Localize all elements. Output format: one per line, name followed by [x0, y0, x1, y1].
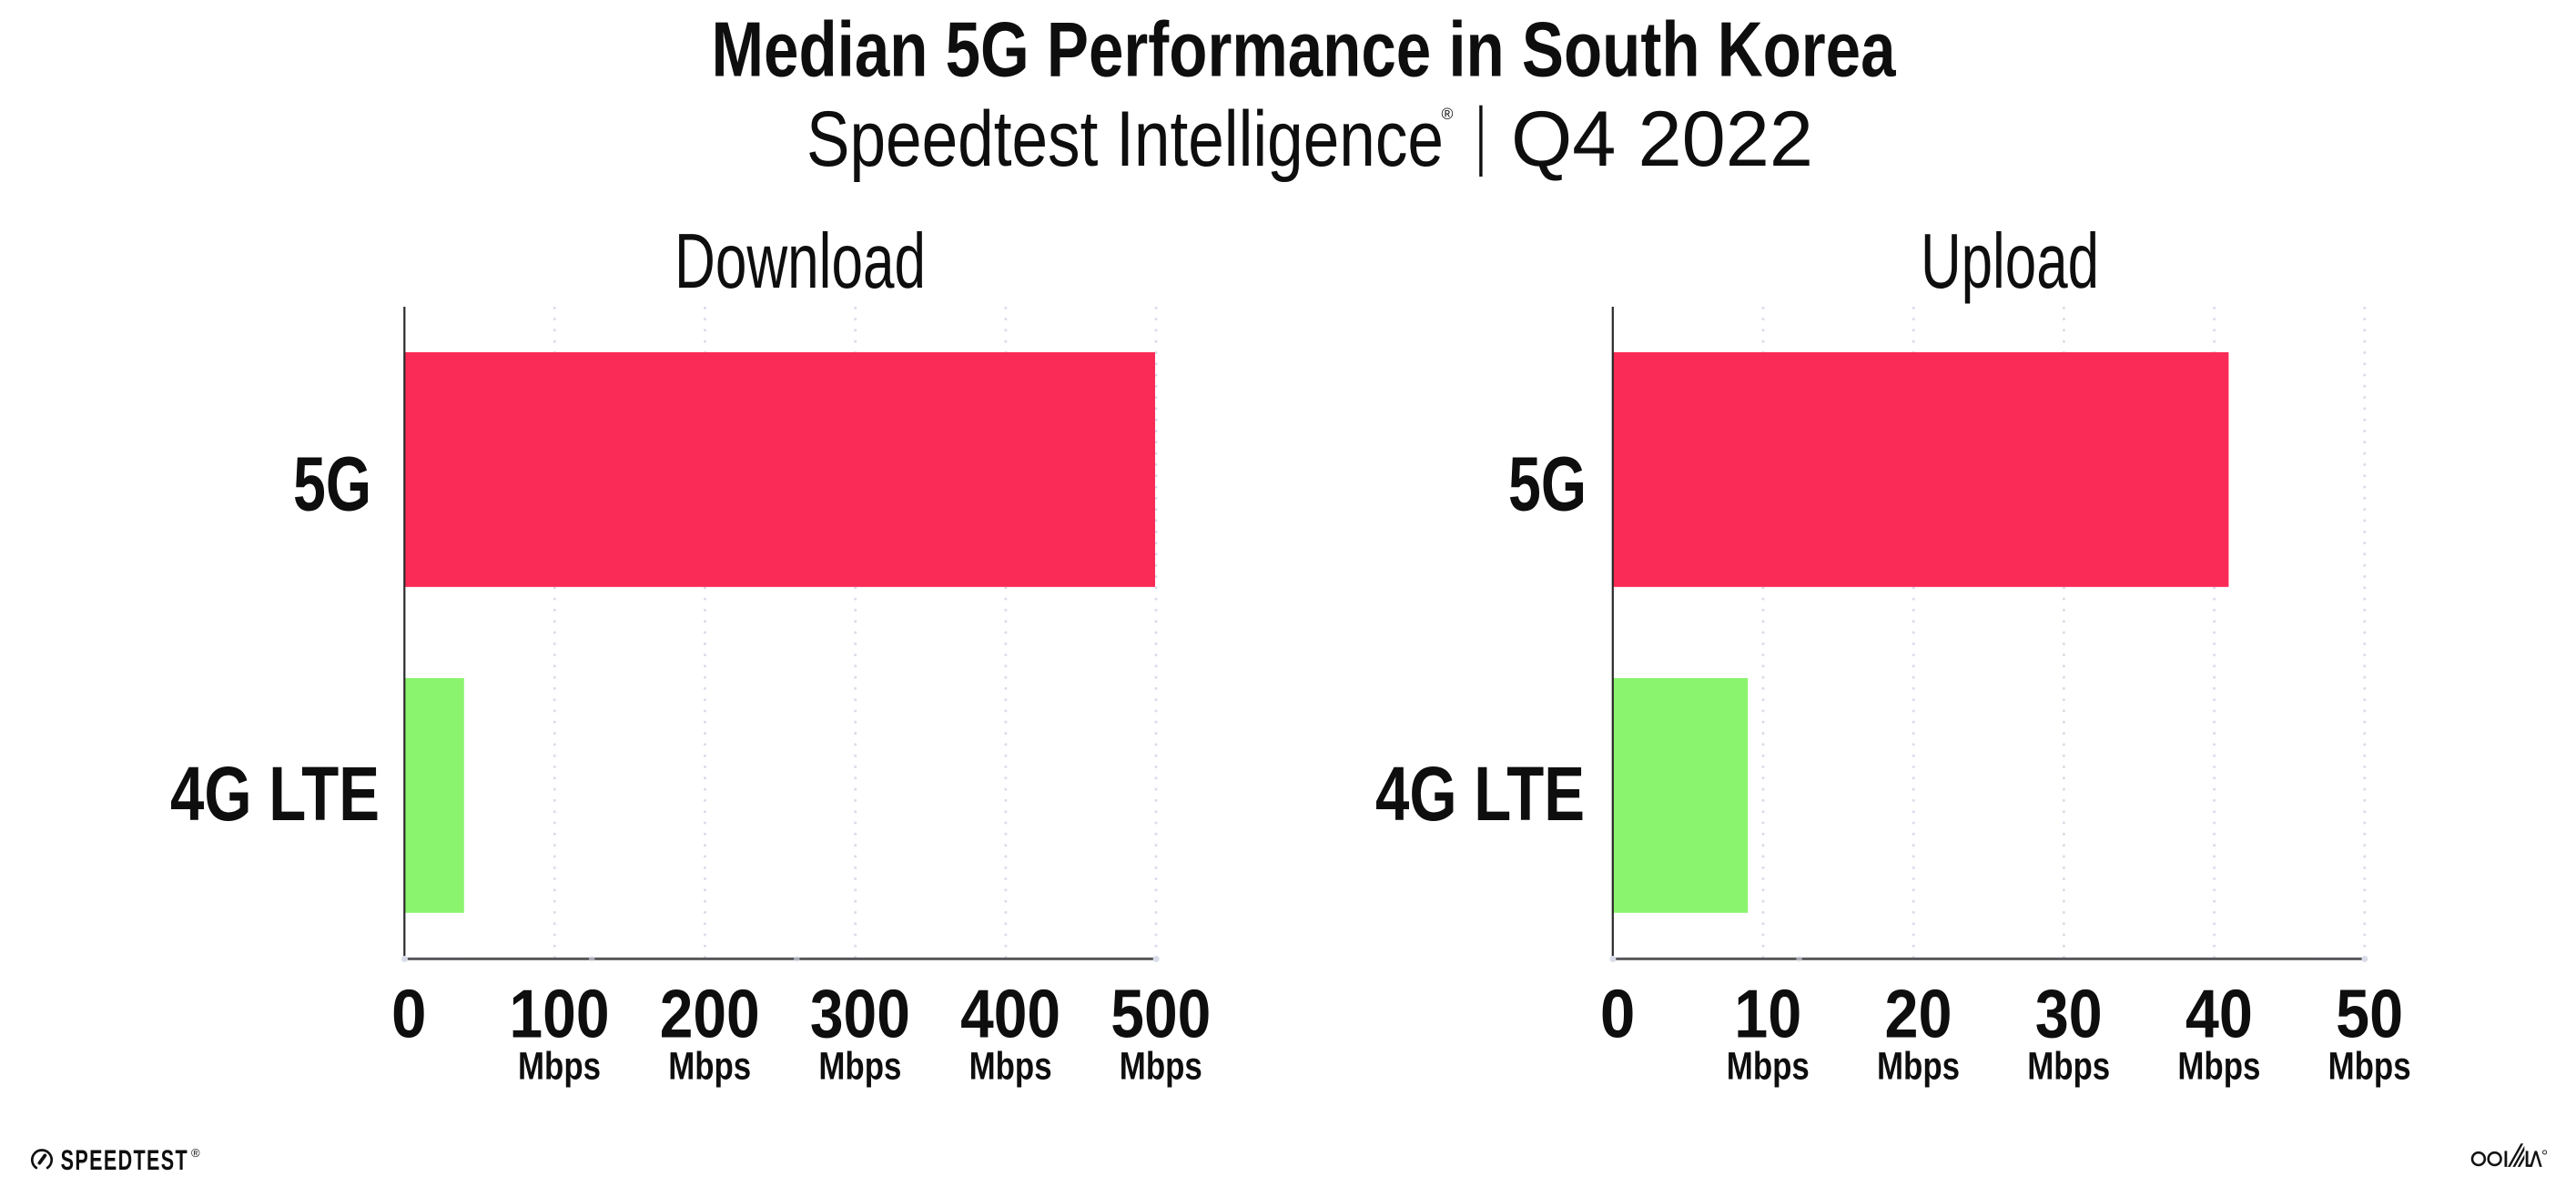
svg-text:Median 5G Performance in South: Median 5G Performance in South Korea	[712, 6, 1897, 93]
svg-text:Mbps: Mbps	[2027, 1044, 2110, 1088]
svg-text:Speedtest Intelligence: Speedtest Intelligence	[806, 96, 1444, 183]
svg-text:0: 0	[1600, 977, 1636, 1053]
svg-text:10: 10	[1734, 977, 1801, 1053]
svg-text:®: ®	[1442, 105, 1454, 123]
svg-text:Upload: Upload	[1921, 218, 2099, 305]
svg-text:Mbps: Mbps	[518, 1044, 601, 1088]
svg-text:4G LTE: 4G LTE	[1375, 751, 1585, 837]
svg-text:Mbps: Mbps	[2328, 1044, 2411, 1088]
svg-text:Mbps: Mbps	[1877, 1044, 1960, 1088]
svg-text:®: ®	[191, 1146, 200, 1160]
svg-text:40: 40	[2186, 977, 2253, 1053]
svg-text:Mbps: Mbps	[818, 1044, 901, 1088]
svg-text:30: 30	[2035, 977, 2103, 1053]
svg-text:Mbps: Mbps	[2177, 1044, 2260, 1088]
svg-text:Download: Download	[674, 218, 926, 305]
svg-text:Mbps: Mbps	[1727, 1044, 1810, 1088]
svg-text:5G: 5G	[293, 441, 371, 527]
svg-text:400: 400	[960, 977, 1060, 1053]
svg-text:0: 0	[391, 977, 427, 1053]
svg-text:Mbps: Mbps	[1120, 1044, 1202, 1088]
svg-text:50: 50	[2336, 977, 2403, 1053]
svg-text:Mbps: Mbps	[969, 1044, 1052, 1088]
svg-text:4G LTE: 4G LTE	[170, 751, 380, 837]
svg-text:500: 500	[1111, 977, 1211, 1053]
svg-text:20: 20	[1885, 977, 1952, 1053]
svg-text:200: 200	[660, 977, 760, 1053]
svg-text:300: 300	[810, 977, 910, 1053]
svg-text:Q4 2022: Q4 2022	[1511, 96, 1813, 183]
svg-text:100: 100	[510, 977, 610, 1053]
svg-text:Mbps: Mbps	[668, 1044, 751, 1088]
svg-text:SPEEDTEST: SPEEDTEST	[61, 1143, 189, 1176]
svg-text:5G: 5G	[1508, 441, 1587, 527]
